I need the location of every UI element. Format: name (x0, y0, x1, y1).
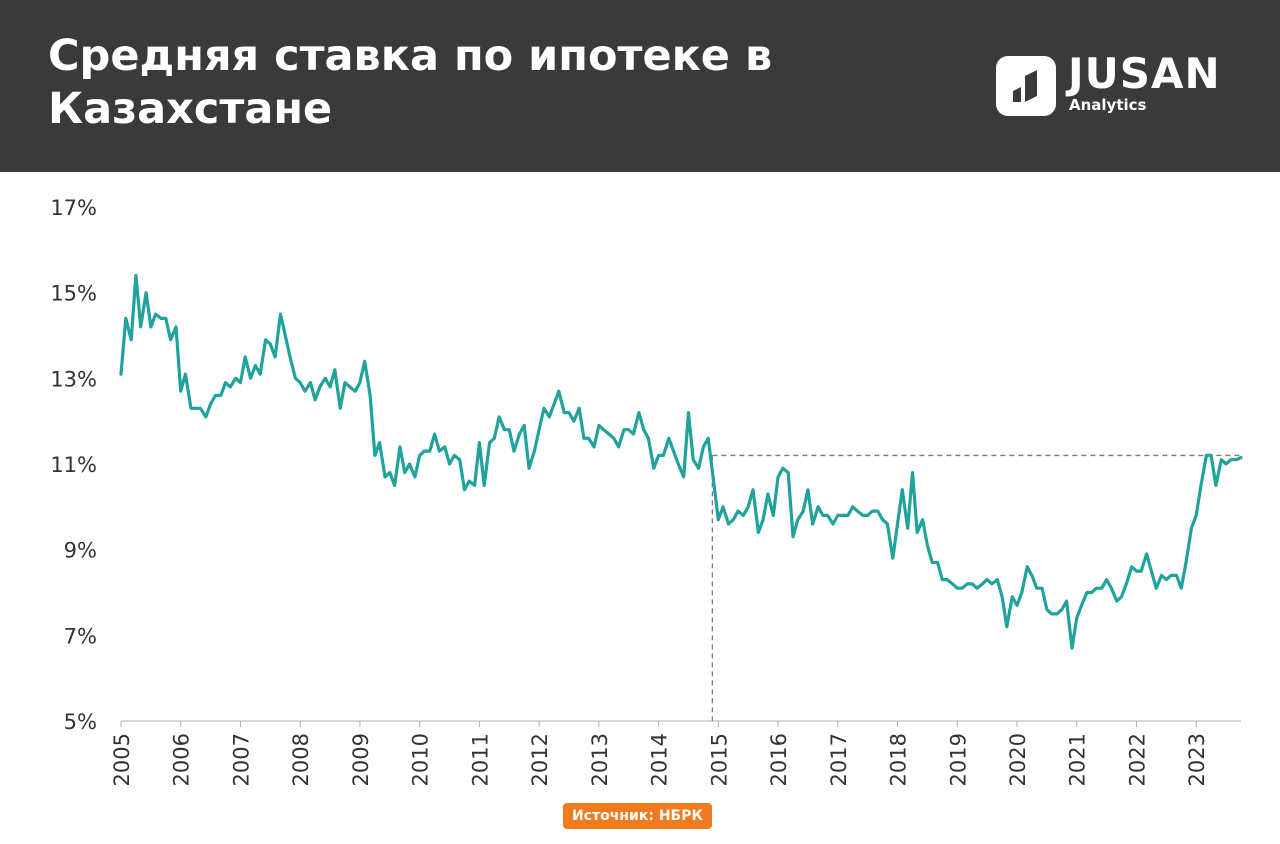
y-tick-label: 5% (64, 710, 97, 734)
series-group (119, 273, 1243, 650)
x-tick-label: 2008 (289, 733, 313, 786)
y-axis: 5% 7% 9% 11% 13% 15% 17% (50, 196, 97, 734)
series-line (119, 273, 1243, 650)
logo-subtitle: Analytics (1069, 96, 1147, 114)
x-tick-label: 2005 (110, 733, 134, 786)
y-tick-label: 9% (64, 539, 97, 563)
logo-name: JUSAN (1068, 49, 1221, 98)
x-tick-label: 2012 (528, 733, 552, 786)
jusan-logo-icon (996, 56, 1056, 116)
y-tick-label: 17% (50, 196, 97, 220)
y-tick-label: 15% (50, 282, 97, 306)
reference-lines (711, 454, 1241, 721)
x-tick-label: 2023 (1185, 733, 1209, 786)
x-tick-label: 2007 (229, 733, 253, 786)
x-tick-label: 2019 (946, 733, 970, 786)
x-tick-label: 2018 (887, 733, 911, 786)
header-banner: Средняя ставка по ипотеке в Казахстане J… (0, 0, 1280, 172)
x-tick-label: 2014 (648, 733, 672, 786)
x-tick-label: 2009 (349, 733, 373, 786)
x-tick-label: 2016 (767, 733, 791, 786)
y-tick-label: 13% (50, 367, 97, 391)
x-tick-label: 2015 (707, 733, 731, 786)
x-tick-label: 2011 (468, 733, 492, 786)
x-tick-label: 2013 (588, 733, 612, 786)
x-tick-label: 2020 (1006, 733, 1030, 786)
y-tick-label: 7% (64, 624, 97, 648)
x-tick-label: 2010 (409, 733, 433, 786)
y-tick-label: 11% (50, 453, 97, 477)
x-tick-label: 2006 (170, 733, 194, 786)
x-tick-label: 2017 (827, 733, 851, 786)
x-tick-label: 2022 (1125, 733, 1149, 786)
mortgage-rate-chart: 5%7%9%11%13%15%17% 2005 2006 2007 2008 2009 2… (50, 196, 1243, 786)
chart-title: Средняя ставка по ипотеке в Казахстане (48, 31, 773, 134)
x-tick-label: 2021 (1066, 733, 1090, 786)
source-badge: Источник: НБРК (563, 803, 712, 829)
x-axis: 2005 2006 2007 2008 2009 2010 2011 2012 2013 2014… (110, 720, 1241, 786)
